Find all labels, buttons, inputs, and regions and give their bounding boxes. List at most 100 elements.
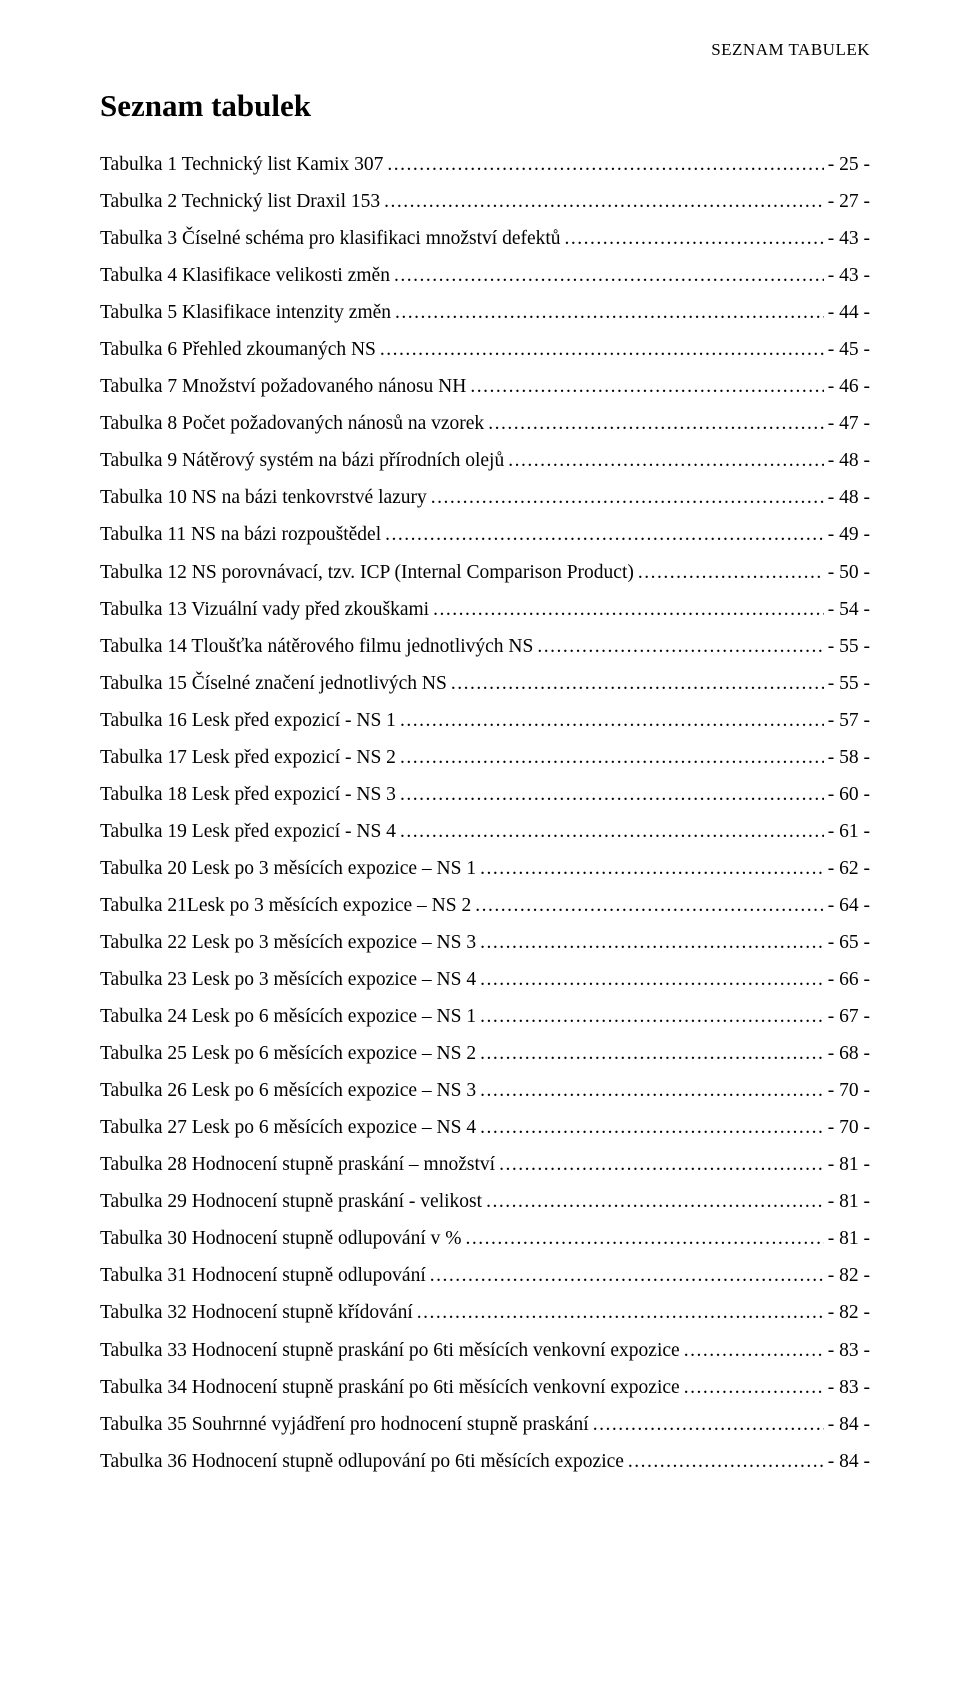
toc-entry-label: Tabulka 10 NS na bázi tenkovrstvé lazury <box>100 479 427 516</box>
toc-entry-page: - 81 - <box>828 1183 870 1220</box>
toc-dot-leader <box>387 146 823 183</box>
toc-entry: Tabulka 7 Množství požadovaného nánosu N… <box>100 368 870 405</box>
toc-entry-label: Tabulka 18 Lesk před expozicí - NS 3 <box>100 776 396 813</box>
toc-entry-page: - 57 - <box>828 702 870 739</box>
toc-entry: Tabulka 13 Vizuální vady před zkouškami -… <box>100 591 870 628</box>
toc-entry-label: Tabulka 28 Hodnocení stupně praskání – m… <box>100 1146 495 1183</box>
toc-entry-label: Tabulka 3 Číselné schéma pro klasifikaci… <box>100 220 561 257</box>
toc-entry-label: Tabulka 31 Hodnocení stupně odlupování <box>100 1257 426 1294</box>
toc-entry-label: Tabulka 15 Číselné značení jednotlivých … <box>100 665 447 702</box>
toc-entry-label: Tabulka 12 NS porovnávací, tzv. ICP (Int… <box>100 554 634 591</box>
toc-dot-leader <box>400 739 824 776</box>
toc-entry-label: Tabulka 16 Lesk před expozicí - NS 1 <box>100 702 396 739</box>
toc-entry-label: Tabulka 33 Hodnocení stupně praskání po … <box>100 1332 680 1369</box>
toc-dot-leader <box>480 850 824 887</box>
toc-entry-label: Tabulka 9 Nátěrový systém na bázi přírod… <box>100 442 504 479</box>
toc-entry: Tabulka 26 Lesk po 6 měsících expozice –… <box>100 1072 870 1109</box>
toc-entry: Tabulka 16 Lesk před expozicí - NS 1 - 57… <box>100 702 870 739</box>
toc-entry-label: Tabulka 17 Lesk před expozicí - NS 2 <box>100 739 396 776</box>
toc-entry: Tabulka 28 Hodnocení stupně praskání – m… <box>100 1146 870 1183</box>
toc-entry-page: - 83 - <box>828 1369 870 1406</box>
toc-entry-page: - 83 - <box>828 1332 870 1369</box>
toc-entry-label: Tabulka 14 Tloušťka nátěrového filmu jed… <box>100 628 533 665</box>
toc-entry-label: Tabulka 36 Hodnocení stupně odlupování p… <box>100 1443 624 1480</box>
toc-entry: Tabulka 14 Tloušťka nátěrového filmu jed… <box>100 628 870 665</box>
toc-dot-leader <box>385 516 824 553</box>
toc-entry: Tabulka 4 Klasifikace velikosti změn- 43… <box>100 257 870 294</box>
toc-entry-label: Tabulka 20 Lesk po 3 měsících expozice –… <box>100 850 476 887</box>
toc-entry-page: - 49 - <box>828 516 870 553</box>
toc-entry-label: Tabulka 35 Souhrnné vyjádření pro hodnoc… <box>100 1406 589 1443</box>
toc-entry: Tabulka 21Lesk po 3 měsících expozice – … <box>100 887 870 924</box>
toc-entry: Tabulka 32 Hodnocení stupně křídování - 8… <box>100 1294 870 1331</box>
toc-entry: Tabulka 34 Hodnocení stupně praskání po … <box>100 1369 870 1406</box>
toc-dot-leader <box>465 1220 823 1257</box>
toc-entry-page: - 54 - <box>828 591 870 628</box>
toc-entry-page: - 58 - <box>828 739 870 776</box>
toc-entry-page: - 46 - <box>828 368 870 405</box>
toc-entry-label: Tabulka 1 Technický list Kamix 307 <box>100 146 383 183</box>
toc-dot-leader <box>480 1035 824 1072</box>
toc-entry: Tabulka 12 NS porovnávací, tzv. ICP (Int… <box>100 554 870 591</box>
toc-dot-leader <box>628 1443 824 1480</box>
toc-entry: Tabulka 5 Klasifikace intenzity změn - 44… <box>100 294 870 331</box>
toc-entry-label: Tabulka 26 Lesk po 6 měsících expozice –… <box>100 1072 476 1109</box>
toc-dot-leader <box>499 1146 824 1183</box>
toc-entry-label: Tabulka 19 Lesk před expozicí - NS 4 <box>100 813 396 850</box>
toc-dot-leader <box>480 998 824 1035</box>
toc-entry-page: - 43 - <box>828 220 870 257</box>
page-title: Seznam tabulek <box>100 88 870 124</box>
toc-entry-label: Tabulka 6 Přehled zkoumaných NS <box>100 331 376 368</box>
toc-entry-page: - 84 - <box>828 1443 870 1480</box>
toc-dot-leader <box>480 1072 824 1109</box>
toc-entry-label: Tabulka 23 Lesk po 3 měsících expozice –… <box>100 961 476 998</box>
toc-entry-label: Tabulka 27 Lesk po 6 měsících expozice –… <box>100 1109 476 1146</box>
toc-entry: Tabulka 36 Hodnocení stupně odlupování p… <box>100 1443 870 1480</box>
toc-dot-leader <box>508 442 824 479</box>
toc-entry-label: Tabulka 4 Klasifikace velikosti změn <box>100 257 390 294</box>
table-of-contents: Tabulka 1 Technický list Kamix 307- 25 -… <box>100 146 870 1480</box>
toc-entry-label: Tabulka 34 Hodnocení stupně praskání po … <box>100 1369 680 1406</box>
toc-entry-page: - 44 - <box>828 294 870 331</box>
toc-entry-label: Tabulka 32 Hodnocení stupně křídování <box>100 1294 413 1331</box>
toc-dot-leader <box>470 368 823 405</box>
toc-dot-leader <box>638 554 824 591</box>
toc-entry-label: Tabulka 8 Počet požadovaných nánosů na v… <box>100 405 484 442</box>
toc-entry-label: Tabulka 30 Hodnocení stupně odlupování v… <box>100 1220 461 1257</box>
toc-dot-leader <box>394 257 824 294</box>
toc-entry-page: - 27 - <box>828 183 870 220</box>
toc-entry: Tabulka 3 Číselné schéma pro klasifikaci… <box>100 220 870 257</box>
running-head: SEZNAM TABULEK <box>100 40 870 60</box>
toc-entry: Tabulka 17 Lesk před expozicí - NS 2 - 58… <box>100 739 870 776</box>
toc-entry-page: - 61 - <box>828 813 870 850</box>
toc-entry-label: Tabulka 24 Lesk po 6 měsících expozice –… <box>100 998 476 1035</box>
toc-entry: Tabulka 11 NS na bázi rozpouštědel - 49 - <box>100 516 870 553</box>
toc-entry: Tabulka 35 Souhrnné vyjádření pro hodnoc… <box>100 1406 870 1443</box>
toc-dot-leader <box>565 220 824 257</box>
toc-entry-page: - 55 - <box>828 665 870 702</box>
toc-entry-page: - 82 - <box>828 1294 870 1331</box>
toc-entry: Tabulka 30 Hodnocení stupně odlupování v… <box>100 1220 870 1257</box>
toc-entry-label: Tabulka 5 Klasifikace intenzity změn <box>100 294 391 331</box>
toc-entry-label: Tabulka 11 NS na bázi rozpouštědel <box>100 516 381 553</box>
toc-entry-label: Tabulka 2 Technický list Draxil 153 <box>100 183 380 220</box>
toc-dot-leader <box>486 1183 824 1220</box>
toc-dot-leader <box>433 591 824 628</box>
toc-dot-leader <box>400 776 824 813</box>
toc-entry-page: - 48 - <box>828 479 870 516</box>
toc-dot-leader <box>488 405 824 442</box>
toc-entry-label: Tabulka 22 Lesk po 3 měsících expozice –… <box>100 924 476 961</box>
toc-entry-label: Tabulka 13 Vizuální vady před zkouškami <box>100 591 429 628</box>
toc-entry: Tabulka 10 NS na bázi tenkovrstvé lazury… <box>100 479 870 516</box>
toc-entry-label: Tabulka 21Lesk po 3 měsících expozice – … <box>100 887 471 924</box>
toc-entry: Tabulka 31 Hodnocení stupně odlupování- … <box>100 1257 870 1294</box>
toc-entry: Tabulka 33 Hodnocení stupně praskání po … <box>100 1332 870 1369</box>
toc-entry-page: - 47 - <box>828 405 870 442</box>
toc-dot-leader <box>380 331 824 368</box>
toc-entry: Tabulka 27 Lesk po 6 měsících expozice –… <box>100 1109 870 1146</box>
toc-entry-page: - 60 - <box>828 776 870 813</box>
toc-entry-label: Tabulka 7 Množství požadovaného nánosu N… <box>100 368 466 405</box>
toc-entry-page: - 81 - <box>828 1220 870 1257</box>
toc-entry-page: - 67 - <box>828 998 870 1035</box>
toc-dot-leader <box>400 702 824 739</box>
